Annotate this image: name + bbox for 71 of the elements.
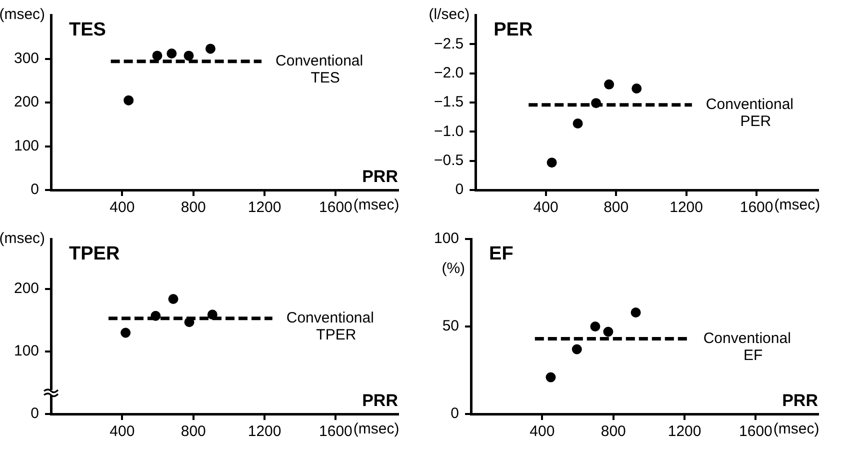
text: (msec) (773, 420, 820, 438)
x-axis-title: PRR (362, 167, 398, 186)
y-tick-label: −2.5 (434, 35, 464, 52)
x-tick-label: 400 (110, 199, 135, 216)
point (572, 344, 582, 354)
y-tick-label: 300 (14, 50, 40, 67)
y-axis-title: (%) (442, 260, 466, 278)
point (152, 50, 162, 61)
point (150, 310, 161, 321)
point (168, 294, 178, 304)
x-tick-label: 400 (110, 423, 135, 440)
point (590, 322, 600, 332)
x-tick-label: 1600 (740, 199, 774, 216)
text: (msec) (353, 196, 400, 214)
point (603, 326, 614, 337)
chart-title: TPER (69, 244, 120, 265)
y-tick-label: 100 (434, 230, 460, 248)
point (632, 84, 642, 94)
y-tick-label: 200 (14, 280, 40, 298)
x-tick-label: 1200 (670, 199, 703, 216)
point (591, 98, 602, 108)
y-tick-label: −1.0 (434, 122, 464, 140)
x-tick-label: 800 (180, 199, 206, 216)
x-tick-label: 1600 (319, 199, 352, 216)
point (124, 95, 134, 106)
chart-title: TES (69, 20, 106, 41)
point (205, 44, 216, 54)
x-tick-label: 800 (600, 423, 626, 440)
point (207, 310, 218, 320)
point (120, 328, 131, 338)
series-label: Conventional TES (276, 52, 364, 87)
series-label: Conventional EF (703, 330, 791, 364)
x-tick-label: 800 (604, 199, 629, 216)
point (184, 317, 194, 328)
point (572, 118, 583, 128)
x-tick-label: 1600 (319, 423, 352, 440)
chart-title: EF (489, 244, 514, 265)
y-tick-label: 0 (450, 405, 460, 422)
y-tick-label: 0 (30, 181, 40, 198)
y-tick-label: 0 (30, 405, 40, 422)
series-label: Conventional PER (706, 96, 794, 130)
y-tick-label: −1.5 (434, 94, 464, 111)
y-axis-title: (msec) (0, 6, 46, 24)
point (604, 79, 614, 90)
x-tick-label: 1200 (248, 199, 282, 216)
y-tick-label: 200 (14, 94, 40, 111)
x-tick-label: 1200 (668, 423, 702, 440)
x-axis-title: PRR (362, 391, 398, 410)
y-tick-label: −0.5 (434, 152, 464, 169)
y-tick-label: −2.0 (434, 64, 464, 82)
y-tick-label: 50 (442, 318, 460, 335)
x-tick-label: 1200 (248, 423, 282, 440)
x-tick-label: 800 (180, 423, 206, 440)
x-tick-label: 1600 (739, 423, 772, 440)
x-tick-label: 400 (533, 199, 558, 216)
y-axis-title: (l/sec) (428, 6, 470, 24)
x-axis-title: PRR (782, 391, 818, 410)
x-tick-label: 400 (530, 423, 555, 440)
point (184, 50, 194, 61)
series-label: Conventional TPER (286, 310, 374, 344)
point (546, 158, 557, 168)
y-tick-label: 100 (14, 137, 40, 154)
y-axis-title: (msec) (0, 230, 46, 248)
point (166, 48, 177, 58)
y-tick-label: 0 (455, 181, 464, 198)
y-tick-label: 100 (14, 342, 40, 360)
text: (msec) (353, 420, 400, 438)
point (546, 372, 556, 382)
chart-title: PER (494, 20, 533, 41)
point (630, 308, 641, 318)
text: (msec) (774, 196, 820, 214)
